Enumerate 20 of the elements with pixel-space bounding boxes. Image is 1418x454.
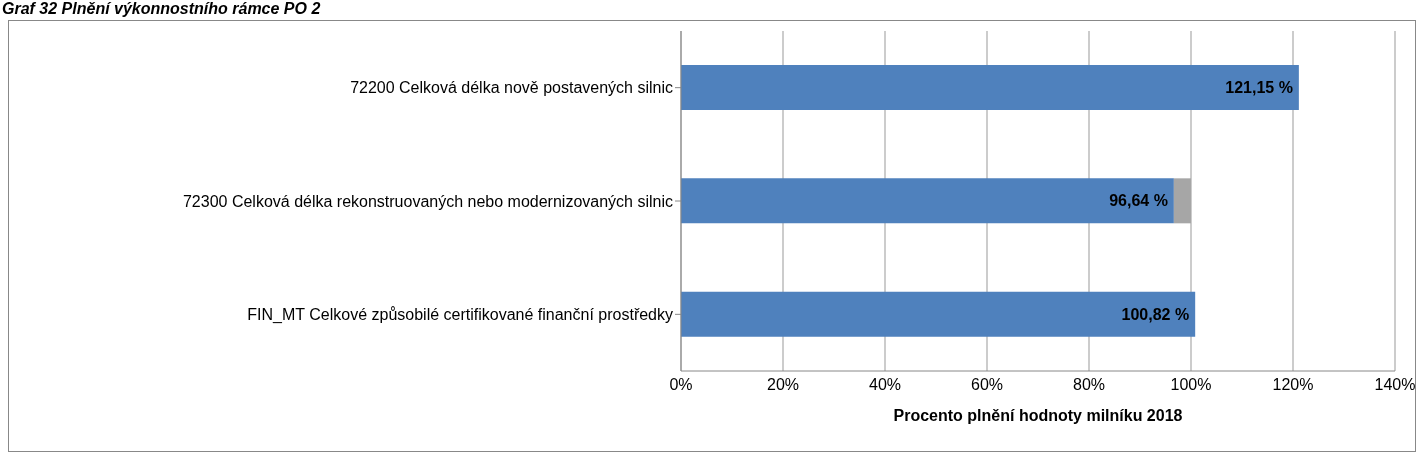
x-tick-label: 140% [1374,376,1416,394]
bar [681,65,1299,110]
bar [1173,178,1191,224]
x-tick-label: 100% [1170,376,1212,394]
x-axis-title: Procento plnění hodnoty milníku 2018 [893,407,1183,424]
x-tick-label: 80% [1072,376,1106,394]
text: Graf 32 Plnění výkonnostního rámce PO 2 [1,0,322,19]
data-label: 96,64 % [1109,192,1168,210]
bar [681,178,1174,224]
x-tick-label: 60% [970,376,1004,394]
y-tick-label: 72300 Celková délka rekonstruovaných nebo modernizovaných silnic [182,192,673,210]
y-tick-label: FIN_MT Celkové způsobilé certifikované finanční prostředky [247,306,673,325]
data-label: 100,82 % [1121,305,1190,323]
bar [681,291,1196,337]
data-label: 121,15 % [1225,79,1293,96]
x-tick-label: 40% [868,376,902,394]
y-tick-label: 72200 Celková délka nově postavených silnic [350,79,673,97]
x-tick-label: 20% [766,376,800,394]
x-tick-label: 120% [1272,376,1314,394]
x-tick-label: 0% [669,376,693,394]
